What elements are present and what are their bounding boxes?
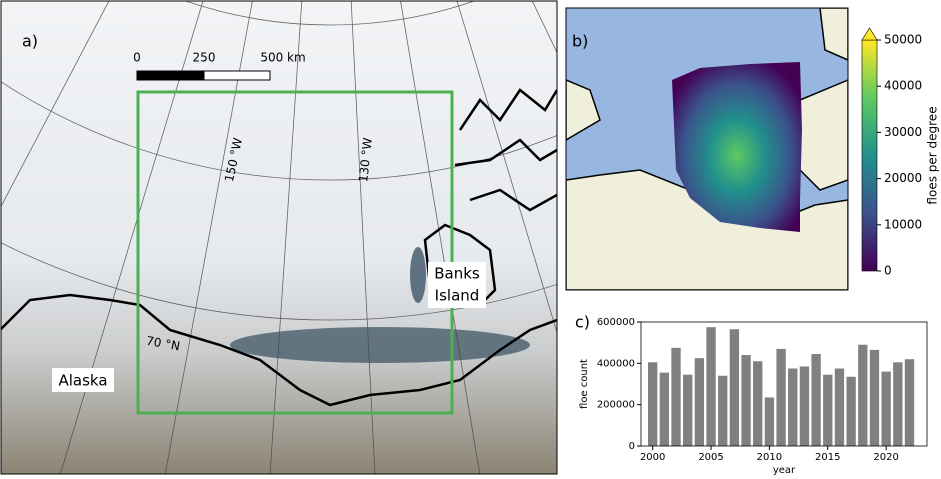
label-box xyxy=(52,368,114,392)
colorbar-label: floes per degree xyxy=(926,106,940,204)
place-label: Alaska xyxy=(58,372,107,390)
plot-frame xyxy=(640,321,928,447)
y-tick-label: 400000 xyxy=(597,358,635,369)
bar xyxy=(741,355,751,446)
colorbar xyxy=(861,39,878,272)
x-axis-label: year xyxy=(773,465,796,475)
bar xyxy=(671,347,681,446)
x-tick-label: 2000 xyxy=(640,452,665,463)
bar xyxy=(729,329,740,446)
bar xyxy=(683,374,693,446)
place-label: Island xyxy=(435,287,480,305)
x-tick-label: 2005 xyxy=(698,452,723,463)
panel-frame xyxy=(565,7,849,291)
bar xyxy=(706,327,716,446)
bar xyxy=(648,362,658,446)
scale-label: 0 xyxy=(133,51,141,65)
bar xyxy=(893,362,903,446)
panel-label: a) xyxy=(22,32,38,51)
scale-label: 250 xyxy=(193,51,216,65)
bar xyxy=(869,349,880,446)
scale-label: 500 km xyxy=(260,51,305,65)
colorbar-tick-label: 40000 xyxy=(884,79,922,93)
y-tick-label: 200000 xyxy=(597,400,635,411)
density-map xyxy=(566,8,848,290)
bar xyxy=(846,376,856,446)
panel-label: c) xyxy=(575,313,590,332)
bar xyxy=(718,375,728,446)
meridian-label: 130 °W xyxy=(356,137,375,183)
y-axis-label: floe count xyxy=(579,359,590,409)
colorbar-tick-label: 10000 xyxy=(884,217,922,231)
bar xyxy=(753,361,763,446)
x-tick-label: 2010 xyxy=(757,452,782,463)
bar xyxy=(858,344,868,446)
bar xyxy=(881,371,891,446)
colorbar-tick-label: 0 xyxy=(884,264,892,278)
label-box xyxy=(428,262,486,308)
bar xyxy=(776,348,786,446)
y-tick-label: 600000 xyxy=(597,317,635,328)
place-label: Banks xyxy=(434,265,480,283)
bar xyxy=(788,368,798,446)
heatmap xyxy=(672,62,802,232)
bar xyxy=(694,358,705,446)
x-tick-label: 2020 xyxy=(873,452,898,463)
bar xyxy=(764,397,775,446)
bar xyxy=(799,366,810,446)
parallel-label: 70 °N xyxy=(145,334,181,354)
bar xyxy=(823,374,833,446)
bar xyxy=(659,372,670,446)
colorbar-tick-label: 30000 xyxy=(884,125,922,139)
colorbar-extend xyxy=(861,27,878,41)
panel-frame xyxy=(0,0,558,475)
panel-label: b) xyxy=(572,32,588,51)
colorbar-tick-label: 50000 xyxy=(884,33,922,47)
x-tick-label: 2015 xyxy=(815,452,840,463)
bar xyxy=(904,359,915,446)
bar xyxy=(811,354,821,446)
colorbar-tick-label: 20000 xyxy=(884,171,922,185)
y-tick-label: 0 xyxy=(629,441,635,452)
bar xyxy=(834,368,845,446)
